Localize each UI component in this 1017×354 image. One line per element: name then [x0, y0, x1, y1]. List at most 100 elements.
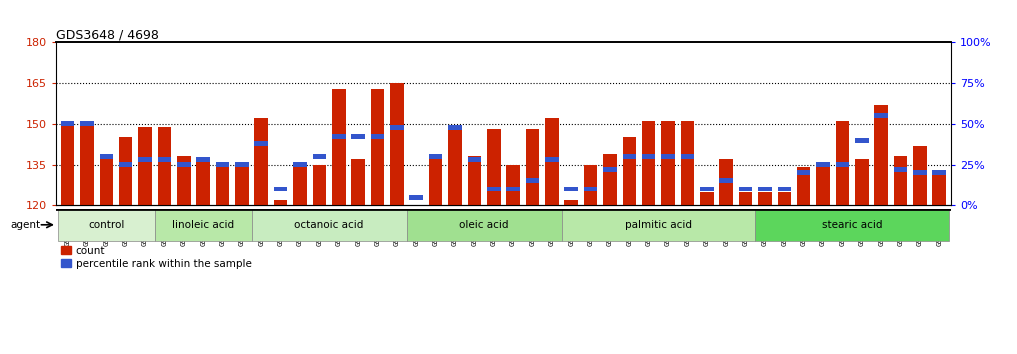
Bar	[758, 187, 772, 192]
Bar	[293, 162, 307, 167]
Bar	[274, 200, 288, 205]
Bar	[391, 83, 404, 205]
Bar	[119, 137, 132, 205]
Bar	[700, 192, 714, 205]
Bar	[80, 121, 94, 126]
Bar	[196, 157, 210, 162]
Bar	[584, 165, 597, 205]
Bar	[487, 187, 500, 192]
Bar	[894, 156, 907, 205]
Bar	[177, 156, 190, 205]
Bar	[312, 154, 326, 159]
Bar	[235, 165, 249, 205]
Bar	[719, 178, 733, 183]
Bar	[100, 154, 113, 159]
Text: octanoic acid: octanoic acid	[294, 220, 364, 230]
Bar	[332, 88, 346, 205]
Bar	[235, 162, 249, 167]
Bar	[351, 159, 365, 205]
Bar	[875, 105, 888, 205]
Bar	[680, 121, 695, 205]
Bar	[138, 157, 152, 162]
Bar	[391, 125, 404, 130]
Bar	[933, 170, 946, 205]
Bar	[561, 209, 756, 241]
Bar	[506, 187, 520, 192]
Bar	[429, 159, 442, 205]
Bar	[778, 187, 791, 192]
Bar	[196, 159, 210, 205]
Bar	[933, 170, 946, 175]
Bar	[274, 187, 288, 192]
Bar	[448, 129, 462, 205]
Bar	[817, 162, 830, 167]
Bar	[158, 127, 171, 205]
Bar	[817, 165, 830, 205]
Bar	[797, 170, 811, 175]
Bar	[603, 154, 616, 205]
Bar	[177, 162, 190, 167]
Bar	[448, 125, 462, 130]
Bar	[622, 137, 636, 205]
Bar	[371, 88, 384, 205]
Bar	[371, 135, 384, 139]
Bar	[855, 138, 869, 143]
Bar	[61, 121, 74, 126]
Text: control: control	[88, 220, 124, 230]
Bar	[251, 209, 407, 241]
Bar	[80, 124, 94, 205]
Bar	[61, 124, 74, 205]
Bar	[155, 209, 251, 241]
Bar	[622, 154, 636, 159]
Bar	[855, 159, 869, 205]
Bar	[407, 209, 561, 241]
Text: linoleic acid: linoleic acid	[172, 220, 234, 230]
Bar	[680, 154, 695, 159]
Bar	[778, 192, 791, 205]
Bar	[351, 135, 365, 139]
Bar	[332, 135, 346, 139]
Text: agent: agent	[10, 220, 41, 230]
Bar	[738, 192, 753, 205]
Bar	[756, 209, 949, 241]
Bar	[293, 162, 307, 205]
Bar	[58, 209, 155, 241]
Bar	[642, 121, 656, 205]
Bar	[700, 187, 714, 192]
Bar	[564, 187, 578, 192]
Bar	[312, 165, 326, 205]
Bar	[661, 121, 675, 205]
Bar	[875, 113, 888, 118]
Bar	[216, 162, 229, 167]
Bar	[138, 127, 152, 205]
Text: palmitic acid: palmitic acid	[624, 220, 692, 230]
Bar	[584, 187, 597, 192]
Bar	[526, 129, 539, 205]
Bar	[254, 119, 268, 205]
Bar	[545, 157, 558, 162]
Bar	[410, 195, 423, 200]
Bar	[719, 159, 733, 205]
Bar	[487, 129, 500, 205]
Bar	[797, 167, 811, 205]
Bar	[468, 157, 481, 162]
Text: GDS3648 / 4698: GDS3648 / 4698	[56, 28, 159, 41]
Bar	[642, 154, 656, 159]
Bar	[738, 187, 753, 192]
Bar	[429, 154, 442, 159]
Bar	[661, 154, 675, 159]
Bar	[254, 141, 268, 146]
Bar	[894, 167, 907, 172]
Bar	[758, 192, 772, 205]
Bar	[603, 167, 616, 172]
Bar	[913, 170, 926, 175]
Legend: count, percentile rank within the sample: count, percentile rank within the sample	[61, 246, 251, 269]
Bar	[913, 145, 926, 205]
Bar	[100, 159, 113, 205]
Bar	[545, 119, 558, 205]
Bar	[506, 165, 520, 205]
Bar	[158, 157, 171, 162]
Bar	[119, 162, 132, 167]
Bar	[216, 165, 229, 205]
Bar	[564, 200, 578, 205]
